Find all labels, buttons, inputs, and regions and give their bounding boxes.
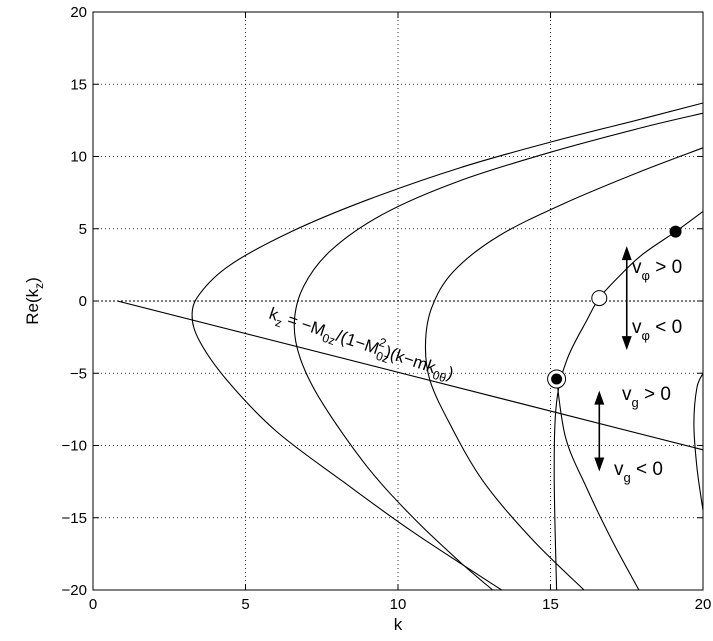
arrow-head-up: [594, 390, 605, 405]
y-tick-label: 10: [70, 149, 87, 166]
arrow-head-down: [594, 457, 605, 472]
line-label-sub-z: z: [274, 315, 284, 330]
series-curves: [117, 102, 704, 591]
y-axis-label-close: ): [23, 277, 42, 283]
arrow-head-up: [621, 246, 632, 261]
ringed-point-marker-dot: [551, 373, 563, 385]
x-tick-label: 5: [241, 596, 249, 613]
filled-point-marker: [669, 225, 682, 238]
arrows: [594, 246, 632, 472]
axis-ticks: 0 5 10 15 20 −20 −15 −10 −5 0 5 10 15 20: [62, 4, 712, 613]
y-tick-label: 0: [79, 293, 87, 310]
series-3-line: [424, 147, 704, 591]
y-tick-label: −15: [62, 510, 87, 527]
arrow-head-down: [621, 336, 632, 351]
line-label-close: ): [445, 363, 456, 383]
series-6-line: [693, 373, 704, 511]
line-label: kz = −M0z/(1−M0z2)(k−mk0θ): [265, 299, 457, 387]
y-axis-label-main: Re(k: [23, 288, 42, 324]
vphi-neg-label: vφ < 0: [632, 317, 682, 343]
series-5-line: [556, 378, 640, 591]
x-tick-label: 10: [390, 596, 407, 613]
x-tick-label: 0: [89, 596, 97, 613]
vg-neg-label: vg < 0: [614, 459, 663, 485]
vphi-pos-label: vφ > 0: [632, 257, 682, 283]
y-tick-label: 15: [70, 76, 87, 93]
line-label-eq: = −M: [280, 308, 327, 340]
y-axis-label: Re(kz): [23, 277, 46, 325]
y-tick-label: 5: [79, 221, 87, 238]
line-label-rest: )(k−mk: [382, 342, 438, 377]
series-1-line: [191, 102, 704, 591]
vg-pos-label: vg > 0: [622, 384, 671, 410]
x-tick-label: 15: [542, 596, 559, 613]
line-label-sub-0z: 0z: [320, 331, 336, 348]
open-point-marker: [591, 290, 608, 307]
gridlines: [93, 12, 703, 590]
x-axis-label: k: [394, 615, 403, 634]
line-label-sup-2: 2: [377, 335, 388, 350]
line-label-sub-0z-2: 0z: [374, 349, 390, 366]
x-tick-label: 20: [695, 596, 712, 613]
line-label-sub-0theta: 0θ: [431, 368, 448, 386]
line-label-frac: /(1−M: [334, 326, 382, 358]
markers: [547, 225, 682, 389]
series-2-line: [293, 112, 704, 591]
y-tick-label: −10: [62, 438, 87, 455]
y-tick-label: 20: [70, 4, 87, 21]
series-7-line: [117, 300, 704, 451]
series-4-line: [553, 210, 704, 591]
y-tick-label: −20: [62, 582, 87, 599]
y-axis-label-sub: z: [32, 283, 46, 289]
y-tick-label: −5: [70, 365, 87, 382]
